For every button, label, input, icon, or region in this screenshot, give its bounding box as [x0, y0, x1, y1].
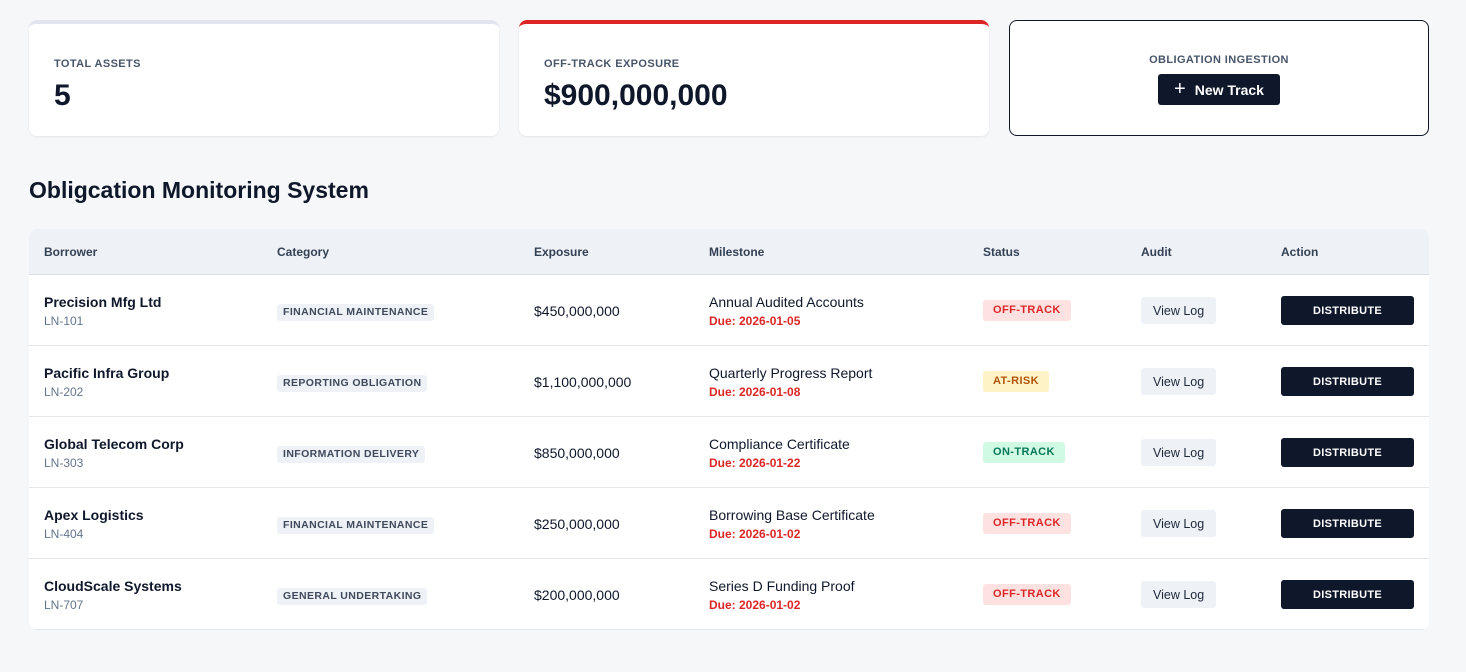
distribute-button[interactable]: DISTRIBUTE — [1281, 438, 1414, 467]
category-badge: FINANCIAL MAINTENANCE — [277, 304, 435, 321]
plus-icon: + — [1174, 77, 1186, 100]
header-status: Status — [983, 245, 1020, 259]
milestone-name: Series D Funding Proof — [709, 578, 855, 594]
header-action: Action — [1281, 245, 1319, 259]
category-badge: GENERAL UNDERTAKING — [277, 588, 428, 605]
borrower-name: Global Telecom Corp — [44, 436, 184, 452]
new-track-label: New Track — [1194, 81, 1264, 98]
category-badge: INFORMATION DELIVERY — [277, 446, 426, 463]
header-audit: Audit — [1141, 245, 1172, 259]
distribute-button[interactable]: DISTRIBUTE — [1281, 509, 1414, 538]
distribute-button[interactable]: DISTRIBUTE — [1281, 296, 1414, 325]
milestone-due-date: Due: 2026-01-02 — [709, 527, 801, 541]
view-log-button[interactable]: View Log — [1141, 297, 1217, 324]
new-track-button[interactable]: + New Track — [1158, 74, 1280, 105]
status-badge: OFF-TRACK — [983, 300, 1071, 321]
obligation-ingestion-card: OBLIGATION INGESTION + New Track — [1009, 20, 1429, 136]
view-log-button[interactable]: View Log — [1141, 439, 1217, 466]
exposure-value: $250,000,000 — [534, 516, 620, 532]
header-exposure: Exposure — [534, 245, 589, 259]
view-log-button[interactable]: View Log — [1141, 581, 1217, 608]
table-header: Borrower Category Exposure Milestone Sta… — [29, 229, 1429, 275]
exposure-value: $1,100,000,000 — [534, 374, 632, 390]
borrower-name: Precision Mfg Ltd — [44, 294, 162, 310]
category-badge: FINANCIAL MAINTENANCE — [277, 517, 435, 534]
loan-id: LN-101 — [44, 314, 84, 328]
header-category: Category — [277, 245, 330, 259]
total-assets-label: TOTAL ASSETS — [54, 58, 141, 70]
off-track-exposure-label: OFF-TRACK EXPOSURE — [544, 58, 680, 70]
borrower-name: CloudScale Systems — [44, 578, 182, 594]
borrower-name: Pacific Infra Group — [44, 365, 170, 381]
off-track-exposure-card: OFF-TRACK EXPOSURE $900,000,000 — [519, 20, 989, 136]
page-title: Obligcation Monitoring System — [29, 177, 369, 203]
header-borrower: Borrower — [44, 245, 98, 259]
loan-id: LN-202 — [44, 385, 84, 399]
table-row: Pacific Infra Group LN-202 REPORTING OBL… — [29, 346, 1429, 417]
milestone-due-date: Due: 2026-01-05 — [709, 314, 801, 328]
borrower-name: Apex Logistics — [44, 507, 144, 523]
obligations-table: Borrower Category Exposure Milestone Sta… — [29, 229, 1429, 630]
table-row: Apex Logistics LN-404 FINANCIAL MAINTENA… — [29, 488, 1429, 559]
status-badge: OFF-TRACK — [983, 513, 1071, 534]
table-row: CloudScale Systems LN-707 GENERAL UNDERT… — [29, 559, 1429, 630]
total-assets-card: TOTAL ASSETS 5 — [29, 20, 499, 136]
milestone-due-date: Due: 2026-01-22 — [709, 456, 801, 470]
distribute-button[interactable]: DISTRIBUTE — [1281, 580, 1414, 609]
milestone-due-date: Due: 2026-01-02 — [709, 598, 801, 612]
table-row: Global Telecom Corp LN-303 INFORMATION D… — [29, 417, 1429, 488]
status-badge: OFF-TRACK — [983, 584, 1071, 605]
milestone-due-date: Due: 2026-01-08 — [709, 385, 801, 399]
exposure-value: $850,000,000 — [534, 445, 620, 461]
milestone-name: Quarterly Progress Report — [709, 365, 873, 381]
view-log-button[interactable]: View Log — [1141, 368, 1217, 395]
table-row: Precision Mfg Ltd LN-101 FINANCIAL MAINT… — [29, 275, 1429, 346]
milestone-name: Borrowing Base Certificate — [709, 507, 875, 523]
loan-id: LN-404 — [44, 527, 84, 541]
category-badge: REPORTING OBLIGATION — [277, 375, 428, 392]
loan-id: LN-303 — [44, 456, 84, 470]
obligation-ingestion-label: OBLIGATION INGESTION — [1149, 54, 1289, 66]
loan-id: LN-707 — [44, 598, 84, 612]
view-log-button[interactable]: View Log — [1141, 510, 1217, 537]
status-badge: ON-TRACK — [983, 442, 1065, 463]
header-milestone: Milestone — [709, 245, 765, 259]
exposure-value: $450,000,000 — [534, 303, 620, 319]
status-badge: AT-RISK — [983, 371, 1049, 392]
distribute-button[interactable]: DISTRIBUTE — [1281, 367, 1414, 396]
total-assets-value: 5 — [54, 79, 71, 112]
exposure-value: $200,000,000 — [534, 587, 620, 603]
off-track-exposure-value: $900,000,000 — [544, 79, 728, 112]
milestone-name: Annual Audited Accounts — [709, 294, 864, 310]
milestone-name: Compliance Certificate — [709, 436, 850, 452]
